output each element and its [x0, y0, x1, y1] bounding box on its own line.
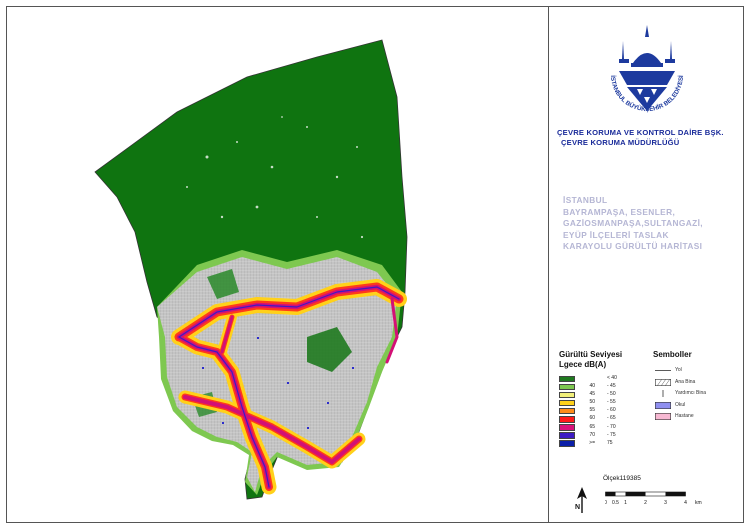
noise-class-low: 40	[589, 383, 595, 390]
building-hatch-icon	[655, 378, 671, 386]
symbol-label: Yardımcı Bina	[675, 390, 707, 396]
auxiliary-building-icon	[662, 390, 664, 397]
symbol-legend-row: Ana Bina	[653, 377, 739, 388]
noise-class-high: - 65	[607, 415, 616, 422]
scale-tick-label: 1	[624, 500, 627, 506]
scale-bar-graphic: 0 0.5 1 2 3 4 km	[604, 491, 702, 506]
noise-class-low: 60	[589, 415, 595, 422]
noise-legend-row: >= 75	[559, 440, 643, 448]
noise-legend-row: 60 - 65	[559, 415, 643, 423]
symbol-label: Okul	[675, 401, 686, 408]
noise-swatch	[559, 391, 575, 399]
scale-block: N Ölçek119385 0 0.5 1 2 3 4 km	[559, 469, 739, 519]
noise-map	[94, 39, 408, 500]
scale-tick-label: 2	[644, 500, 647, 506]
noise-legend-row: 65 - 70	[559, 424, 643, 432]
area-fill-icon	[655, 413, 671, 420]
noise-class-high: - 60	[607, 407, 616, 414]
title-line-2: BAYRAMPAŞA, ESENLER,	[563, 206, 676, 217]
noise-legend-title-2: Lgece dB(A)	[559, 360, 607, 369]
department-line-1: ÇEVRE KORUMA VE KONTROL DAİRE BŞK.	[557, 128, 724, 137]
scale-tick-label: 3	[664, 500, 667, 506]
symbol-legend-row: Okul	[653, 400, 739, 411]
forest-clearings	[186, 116, 364, 239]
noise-legend-rows: < 40 40 - 45 45 - 50 50 - 55 55 - 60 60 - 65 65 - 70…	[559, 375, 643, 448]
symbol-legend-row: Yol	[653, 365, 739, 376]
noise-class-low: 70	[589, 431, 595, 438]
scale-tick-label: 0	[605, 500, 607, 506]
scale-tick-label: 4	[684, 500, 687, 506]
symbols-legend: Semboller Yol Ana Bina Yardımcı Bina Okul Ha…	[653, 350, 739, 422]
noise-class-low: 50	[589, 399, 595, 406]
department-line-2: ÇEVRE KORUMA MÜDÜRLÜĞÜ	[561, 138, 680, 147]
noise-legend: Gürültü Seviyesi Lgece dB(A) < 40 40- 45 4…	[559, 350, 643, 448]
noise-swatch	[559, 383, 575, 391]
noise-legend-title-1: Gürültü Seviyesi	[559, 350, 623, 359]
road-line-icon	[655, 370, 671, 371]
noise-legend-row: < 40	[559, 375, 643, 383]
title-line-5: KARAYOLU GÜRÜLTÜ HARİTASI	[563, 241, 703, 251]
school-markers	[202, 337, 354, 429]
scale-tick-label: 0.5	[612, 500, 619, 506]
noise-legend-row: 70 - 75	[559, 432, 643, 440]
symbols-legend-rows: Yol Ana Bina Yardımcı Bina Okul Hastane	[653, 365, 739, 422]
title-line-3: GAZİOSMANPAŞA,SULTANGAZİ,	[563, 218, 703, 228]
scale-label: Ölçek119385	[603, 475, 641, 482]
map-title: İSTANBUL BAYRAMPAŞA, ESENLER, GAZİOSMANP…	[563, 195, 739, 253]
map-frame: İSTANBUL BÜYÜKŞEHİR BELEDİYESİ ÇEVRE KOR…	[6, 6, 744, 523]
noise-swatch	[559, 399, 575, 407]
noise-class-low: 65	[589, 423, 595, 430]
noise-legend-row: 50 - 55	[559, 399, 643, 407]
noise-swatch	[559, 432, 575, 439]
noise-legend-row: 55 - 60	[559, 407, 643, 415]
municipality-logo: İSTANBUL BÜYÜKŞEHİR BELEDİYESİ	[598, 19, 696, 117]
north-label: N	[575, 504, 580, 511]
noise-legend-row: 45 - 50	[559, 391, 643, 399]
title-line-1: İSTANBUL	[563, 195, 608, 205]
noise-class-low: 55	[589, 407, 595, 414]
noise-class-high: - 55	[607, 399, 616, 406]
noise-class-low: >=	[589, 439, 595, 446]
noise-legend-row: 40 - 45	[559, 383, 643, 391]
noise-class-high: 75	[607, 439, 613, 446]
noise-class-high: - 70	[607, 423, 616, 430]
road-noise-bands	[171, 279, 407, 495]
noise-class-high: - 45	[607, 383, 616, 390]
map-area	[7, 7, 549, 522]
side-panel: İSTANBUL BÜYÜKŞEHİR BELEDİYESİ ÇEVRE KOR…	[549, 7, 743, 522]
title-line-4: EYÜP İLÇELERİ TASLAK	[563, 229, 669, 240]
noise-class-low: 45	[589, 391, 595, 398]
symbols-legend-title: Semboller	[653, 350, 692, 359]
noise-swatch	[559, 440, 575, 447]
noise-swatch	[559, 424, 575, 431]
noise-class-high: - 75	[607, 431, 616, 438]
scale-bar: 0 0.5 1 2 3 4 km	[604, 491, 725, 518]
scale-unit: km	[695, 500, 702, 506]
noise-class-high: < 40	[607, 375, 617, 381]
symbol-legend-row: Hastane	[653, 411, 739, 422]
noise-swatch	[559, 375, 575, 383]
symbol-legend-row: Yardımcı Bina	[653, 388, 739, 399]
area-fill-icon	[655, 401, 671, 409]
symbol-label: Yol	[675, 367, 682, 373]
symbol-label: Ana Bina	[675, 378, 696, 385]
north-arrow-icon: N	[575, 487, 587, 513]
noise-swatch	[559, 415, 575, 423]
noise-class-high: - 50	[607, 391, 616, 398]
symbol-label: Hastane	[675, 413, 694, 419]
noise-swatch	[559, 407, 575, 415]
